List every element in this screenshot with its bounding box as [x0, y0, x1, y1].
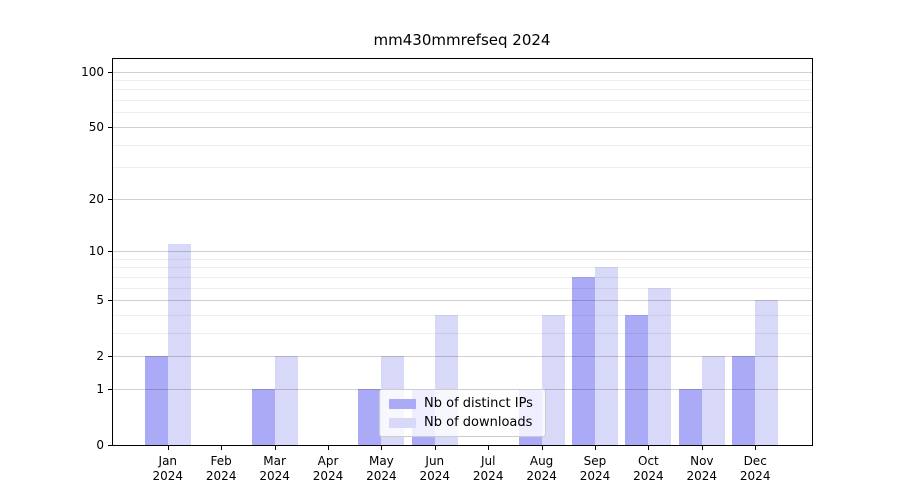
legend: Nb of distinct IPs Nb of downloads: [379, 389, 546, 437]
y-tick-mark: [108, 251, 112, 252]
y-tick-label: 2: [96, 349, 104, 364]
y-tick-label: 1: [96, 381, 104, 396]
x-tick-label-jul: Jul 2024: [472, 454, 504, 483]
x-tick-mark: [701, 446, 703, 450]
plot-area: 0 1 2 5 10 20 50 100 Jan 2024 Feb 2024 Mar 2024 Ap…: [81, 58, 813, 483]
minor-gridline: [113, 112, 812, 114]
x-tick-mark: [381, 446, 383, 450]
x-tick-mark: [167, 446, 169, 450]
minor-gridline: [113, 276, 812, 278]
grid-layer: [113, 59, 812, 445]
bar-distinct-ips-jan: [144, 356, 168, 445]
bar-distinct-ips-oct: [625, 314, 649, 445]
bar-distinct-ips-dec: [732, 356, 756, 445]
bar-distinct-ips-mar: [251, 388, 275, 445]
x-tick-mark: [328, 446, 329, 450]
legend-label-distinct-ips: Nb of distinct IPs: [424, 395, 533, 411]
minor-gridline: [113, 267, 812, 269]
x-tick-label-dec: Dec 2024: [739, 454, 771, 483]
legend-swatch-downloads: [389, 417, 416, 428]
minor-gridline: [113, 287, 812, 289]
y-tick-mark: [108, 445, 112, 446]
x-tick-label-jun: Jun 2024: [419, 454, 451, 483]
y-tick-label: 20: [88, 191, 104, 206]
x-tick-label-aug: Aug 2024: [526, 454, 557, 483]
x-tick-mark: [488, 446, 490, 450]
y-axis: 0 1 2 5 10 20 50 100: [81, 59, 812, 451]
x-tick-label-feb: Feb 2024: [205, 454, 237, 483]
x-tick-label-sep: Sep 2024: [579, 454, 611, 483]
legend-item-distinct-ips: Nb of distinct IPs: [389, 395, 545, 411]
x-tick-mark: [755, 446, 757, 450]
x-tick-label-jan: Jan 2024: [152, 454, 184, 483]
y-tick-mark: [108, 388, 112, 390]
x-tick-label-mar: Mar 2024: [259, 454, 290, 483]
minor-gridline: [113, 144, 812, 146]
minor-gridline: [113, 314, 812, 316]
y-tick-label: 10: [88, 244, 104, 258]
bar-downloads-mar: [274, 356, 298, 445]
chart-title: mm430mmrefseq 2024: [373, 31, 551, 49]
y-tick-mark: [108, 126, 112, 128]
y-tick-mark: [108, 71, 112, 73]
y-tick-label: 100: [81, 64, 104, 79]
bar-downloads-oct: [648, 287, 672, 445]
minor-gridline: [113, 258, 812, 260]
y-tick-label: 0: [96, 438, 104, 452]
major-gridline: [113, 198, 812, 200]
bar-downloads-nov: [701, 356, 725, 445]
major-gridline: [113, 126, 812, 128]
minor-gridline: [113, 100, 812, 102]
minor-gridline: [113, 167, 812, 169]
y-tick-mark: [108, 198, 112, 200]
legend-label-downloads: Nb of downloads: [424, 414, 533, 430]
y-tick-mark: [108, 356, 112, 358]
x-tick-label-may: May 2024: [366, 454, 397, 483]
x-tick-mark: [221, 446, 223, 450]
x-tick-label-oct: Oct 2024: [633, 454, 664, 483]
x-tick-label-nov: Nov 2024: [686, 454, 718, 483]
x-tick-mark: [434, 446, 436, 450]
y-tick-label: 50: [88, 119, 104, 134]
y-tick-label: 5: [96, 293, 104, 307]
x-axis: Jan 2024 Feb 2024 Mar 2024 Apr 2024 May 2024…: [113, 59, 812, 483]
major-gridline: [113, 300, 812, 301]
legend-swatch-distinct-ips: [389, 398, 416, 409]
bar-downloads-jan: [167, 243, 191, 445]
major-gridline: [113, 356, 812, 358]
x-tick-mark: [648, 446, 650, 450]
minor-gridline: [113, 80, 812, 81]
x-tick-label-apr: Apr 2024: [312, 454, 344, 483]
bars-layer: [113, 59, 812, 445]
bar-downloads-sep: [595, 267, 618, 445]
bar-downloads-dec: [755, 300, 779, 445]
bar-distinct-ips-may: [358, 388, 382, 445]
minor-gridline: [113, 89, 812, 91]
bar-distinct-ips-sep: [572, 276, 595, 445]
legend-item-downloads: Nb of downloads: [389, 414, 545, 430]
minor-gridline: [113, 332, 812, 334]
y-tick-mark: [108, 300, 112, 301]
major-gridline: [113, 251, 812, 252]
x-tick-mark: [595, 446, 596, 450]
bar-distinct-ips-nov: [678, 388, 702, 445]
x-tick-mark: [541, 446, 543, 450]
major-gridline: [113, 71, 812, 73]
x-tick-mark: [274, 446, 276, 450]
